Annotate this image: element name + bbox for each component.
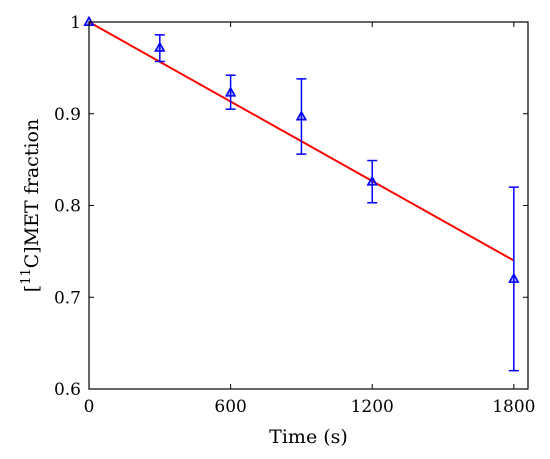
x-tick-label: 600	[214, 397, 246, 417]
x-axis-label: Time (s)	[269, 426, 348, 448]
y-axis-label-superscript: 11	[19, 268, 34, 285]
x-tick-label: 0	[84, 397, 95, 417]
plot-frame	[88, 21, 529, 390]
y-tick-label: 0.6	[54, 380, 81, 400]
plot-area	[83, 15, 520, 372]
x-tick-label: 1800	[492, 397, 535, 417]
y-tick-label: 0.7	[54, 288, 81, 308]
data-point	[295, 110, 308, 121]
x-tick-label: 1200	[351, 397, 394, 417]
data-point	[508, 272, 520, 283]
data-point	[154, 41, 166, 52]
y-axis-label: [11C]MET fraction	[19, 119, 43, 292]
y-tick-label: 0.9	[54, 105, 81, 125]
axis-ticks: 0 600 1200 1800 0.6 0.7 0.8 0.9 1	[54, 13, 536, 417]
y-tick-label: 0.8	[54, 197, 81, 217]
data-point	[224, 86, 237, 97]
data-point	[366, 175, 378, 186]
y-tick-label: 1	[70, 13, 81, 33]
